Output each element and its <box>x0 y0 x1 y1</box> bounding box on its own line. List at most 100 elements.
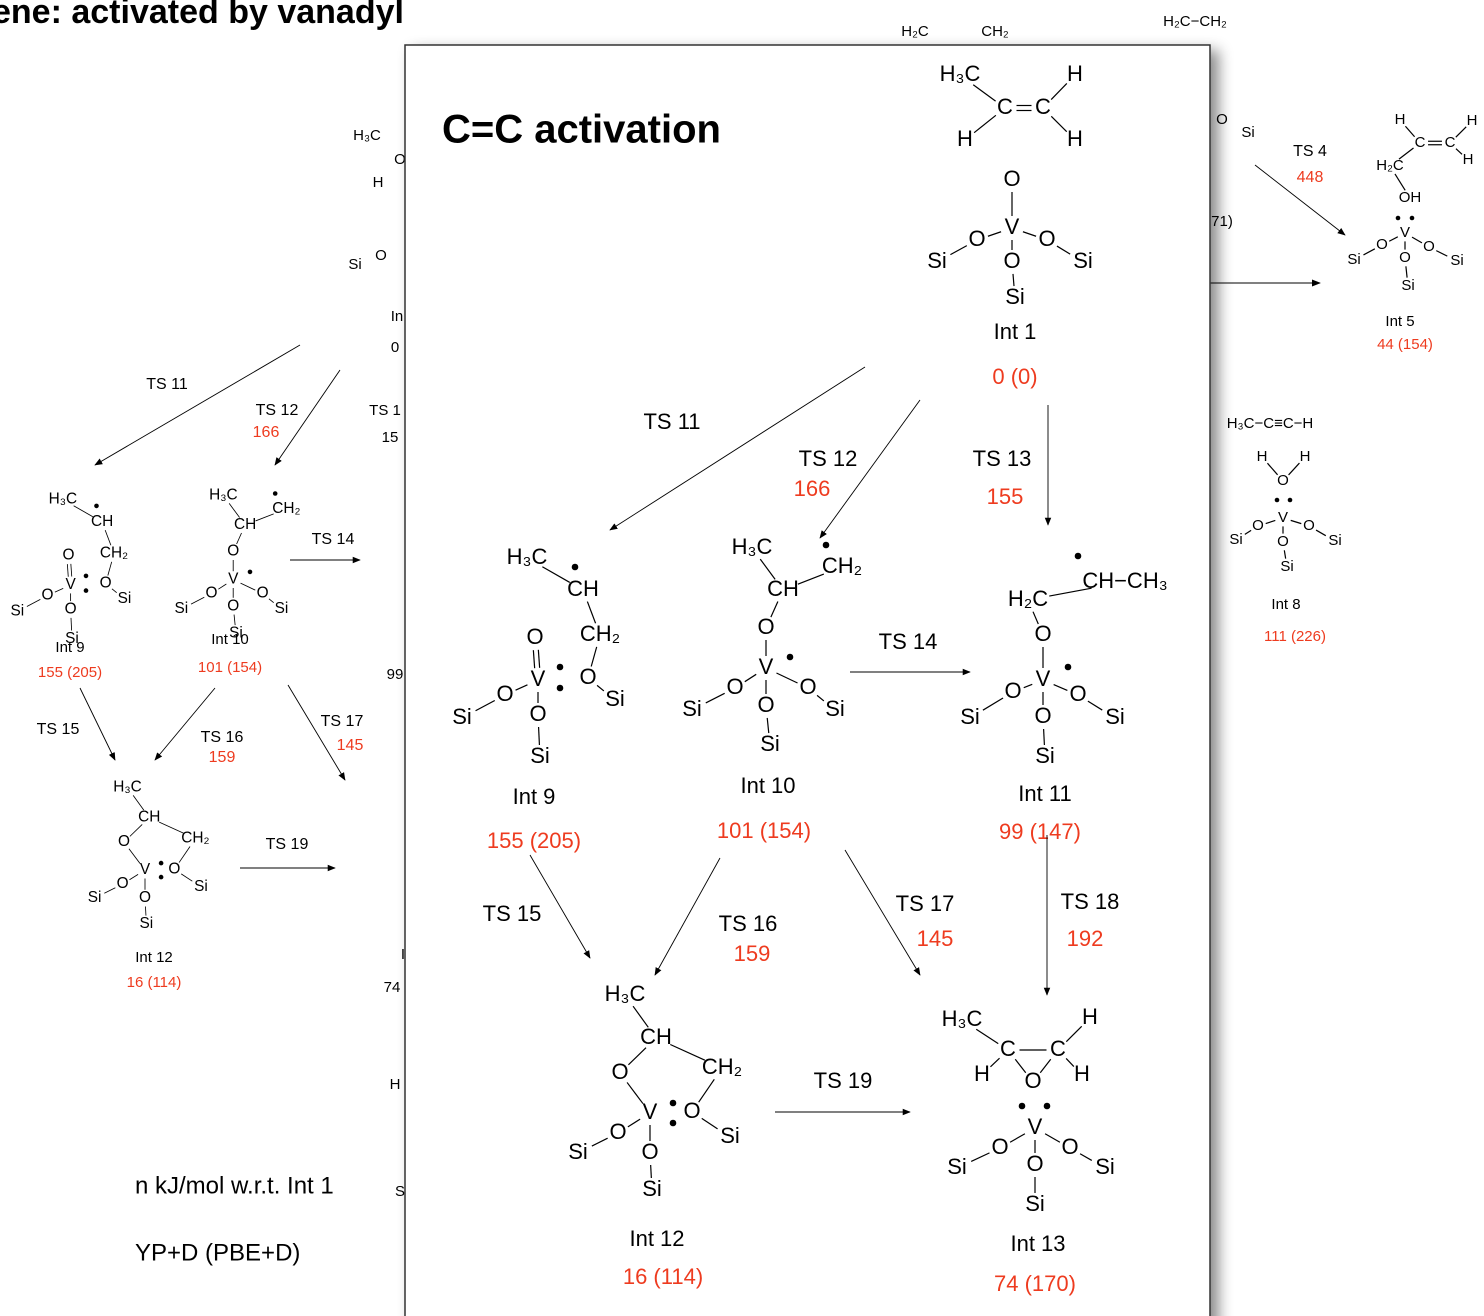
ts-label: TS 16 <box>719 911 778 936</box>
bond <box>1456 127 1466 137</box>
note: YP+D (PBE+D) <box>135 1239 300 1266</box>
atom: V <box>1278 509 1288 526</box>
radical-dot <box>159 861 164 866</box>
slide: ene: activated by vanadyl n kJ/mol w.r.t… <box>0 0 1484 1316</box>
fragment: 99 <box>387 666 404 683</box>
fragment: 0 <box>391 339 399 356</box>
fragment: H₂C−CH₂ <box>1163 13 1227 30</box>
atom: Si <box>568 1139 588 1164</box>
radical-dot <box>1019 1103 1026 1110</box>
radical-dot <box>1044 1103 1051 1110</box>
atom: H <box>1300 448 1311 465</box>
bond <box>108 562 112 576</box>
radical-dot <box>248 570 253 575</box>
node-label: Int 10 <box>740 773 795 798</box>
atom: C <box>1415 134 1426 151</box>
atom: O <box>257 585 269 602</box>
atom: Si <box>927 248 947 273</box>
bond <box>234 615 235 626</box>
radical-dot <box>1410 216 1415 221</box>
atom: Si <box>1347 251 1360 268</box>
atom: O <box>63 547 75 564</box>
ts-label: TS 11 <box>146 376 188 393</box>
radical-dot <box>1275 498 1280 503</box>
ts-energy: 166 <box>253 424 280 441</box>
atom: O <box>1069 681 1086 706</box>
atom: O <box>579 664 596 689</box>
atom: H₃C−C≡C−H <box>1227 415 1314 432</box>
atom: V <box>1400 224 1410 241</box>
atom: H₃C <box>49 491 77 508</box>
node-label: Int 10 <box>211 631 249 648</box>
atom: O <box>1399 249 1411 266</box>
fragment: H <box>373 174 384 191</box>
radical-dot <box>670 1120 677 1127</box>
atom: Si <box>1073 248 1093 273</box>
atom: Si <box>275 600 289 617</box>
ts-label: TS 12 <box>256 402 299 419</box>
atom: H₃C <box>605 981 646 1006</box>
ts-label: TS 13 <box>973 446 1032 471</box>
atom: Si <box>452 704 472 729</box>
atom: V <box>759 654 774 679</box>
atom: O <box>968 226 985 251</box>
radical-dot <box>273 491 278 496</box>
fragment: Si <box>1241 124 1254 141</box>
atom: Si <box>1035 743 1055 768</box>
atom: Si <box>825 696 845 721</box>
node-energy: 155 (205) <box>487 828 581 853</box>
arrow <box>288 685 345 780</box>
bond <box>1412 237 1422 243</box>
node-label: Int 9 <box>513 784 556 809</box>
atom: O <box>227 597 239 614</box>
radical-dot <box>1065 664 1072 671</box>
atom: Si <box>1229 531 1242 548</box>
atom: H₃C <box>940 61 981 86</box>
bond <box>112 589 117 593</box>
atom: Si <box>960 704 980 729</box>
atom: O <box>1038 226 1055 251</box>
bond <box>191 597 204 604</box>
atom: C <box>1035 94 1051 119</box>
bond <box>269 599 274 603</box>
atom: C <box>1000 1036 1016 1061</box>
ts-energy: 159 <box>734 941 771 966</box>
atom: O <box>1034 703 1051 728</box>
bond <box>256 514 274 521</box>
atom: O <box>1303 517 1315 534</box>
node-label: Int 9 <box>55 639 84 656</box>
bond <box>133 795 144 810</box>
fragment: 74 <box>384 979 401 996</box>
bond <box>104 888 115 894</box>
bond <box>1267 463 1277 475</box>
atom: H <box>1074 1061 1090 1086</box>
structure: H₃CCHCH₂OVOOOSiSiSi <box>175 487 301 642</box>
ts-energy: 166 <box>794 476 831 501</box>
ts-energy: 448 <box>1297 169 1324 186</box>
atom: O <box>1004 678 1021 703</box>
atom: V <box>1028 1114 1043 1139</box>
bond <box>1316 530 1326 536</box>
bond <box>1363 249 1374 255</box>
ts-label: TS 18 <box>1061 889 1120 914</box>
atom: O <box>139 889 151 906</box>
radical-dot <box>159 875 164 880</box>
radical-dot <box>572 564 579 571</box>
ts-label: TS 19 <box>266 836 309 853</box>
atom: O <box>65 601 77 618</box>
atom: O <box>641 1139 658 1164</box>
atom: H₃C <box>732 534 773 559</box>
atom: Si <box>947 1154 967 1179</box>
atom: O <box>609 1119 626 1144</box>
node-energy: 155 (205) <box>38 664 102 681</box>
bond <box>1389 237 1398 241</box>
atom: O <box>526 624 543 649</box>
structure: H₃CCHOCH₂VOOOSiSiSi <box>88 779 210 933</box>
atom: CH₂ <box>181 830 209 847</box>
atom: H <box>1067 61 1083 86</box>
fragment: In <box>391 308 404 325</box>
fragment: 15 <box>382 429 399 446</box>
atom: Si <box>1095 1154 1115 1179</box>
atom: Si <box>642 1176 662 1201</box>
bond <box>241 583 256 590</box>
